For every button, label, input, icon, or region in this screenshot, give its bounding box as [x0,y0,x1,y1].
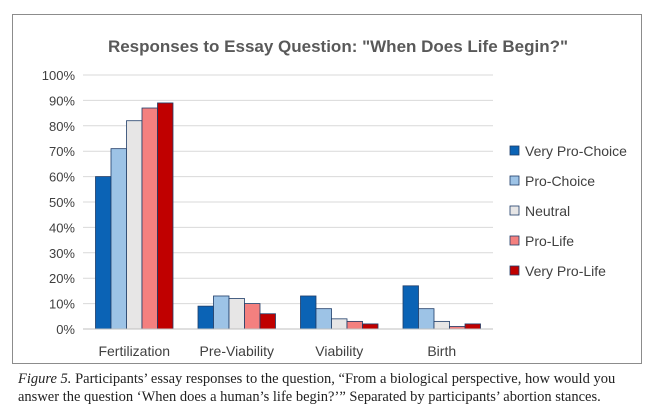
y-tick-label: 80% [49,119,75,134]
legend-label: Pro-Choice [525,173,595,189]
y-tick-label: 10% [49,297,75,312]
bar-neutral-viability [331,318,348,330]
bar-very-pro-life-fertilization [157,102,174,330]
bar-very-pro-life-birth [464,323,481,330]
bar-pro-choice-fertilization [110,148,127,330]
bar-pro-choice-birth [418,308,435,330]
x-category-label: Viability [315,343,363,359]
legend-swatch [509,265,520,276]
bars [95,102,481,330]
legend-swatch [509,235,520,246]
bar-very-pro-life-pre-viability [259,313,276,330]
bar-very-pro-choice-fertilization [95,176,112,330]
legend-label: Pro-Life [525,233,574,249]
figure-caption-text: Participants’ essay responses to the que… [18,371,616,405]
legend-label: Very Pro-Choice [525,143,627,159]
legend: Very Pro-Choice Pro-Choice Neutral Pro-Life… [509,143,627,279]
x-axis-category-labels: Fertilization Pre-Viability Viability Birth [98,343,456,359]
chart-title: Responses to Essay Question: "When Does … [108,37,568,56]
y-tick-label: 50% [49,195,75,210]
bar-very-pro-choice-pre-viability [197,305,214,330]
legend-swatch [509,145,520,156]
bar-pro-choice-pre-viability [213,295,230,330]
legend-swatch [509,205,520,216]
bar-very-pro-life-viability [362,323,379,330]
figure-caption-label: Figure 5. [18,371,72,387]
legend-label: Very Pro-Life [525,263,606,279]
legend-swatch [509,175,520,186]
legend-label: Neutral [525,203,570,219]
x-category-label: Birth [427,343,456,359]
bar-neutral-fertilization [126,120,143,330]
y-tick-label: 70% [49,144,75,159]
bar-pro-life-pre-viability [244,303,261,330]
y-tick-label: 30% [49,246,75,261]
y-tick-label: 100% [42,68,76,83]
x-category-label: Fertilization [98,343,170,359]
y-tick-label: 20% [49,271,75,286]
bar-very-pro-choice-viability [300,295,317,330]
x-category-label: Pre-Viability [200,343,274,359]
bar-neutral-birth [433,320,450,330]
bar-chart: Responses to Essay Question: "When Does … [42,37,627,359]
y-tick-label: 40% [49,220,75,235]
figure-caption: Figure 5. Participants’ essay responses … [18,370,648,406]
bar-pro-choice-viability [315,308,332,330]
bar-pro-life-fertilization [141,107,158,330]
y-axis-tick-labels: 0% 10% 20% 30% 40% 50% 60% 70% 80% 90% 100% [42,68,76,337]
bar-neutral-pre-viability [228,298,245,330]
bar-pro-life-viability [346,320,363,330]
y-tick-label: 60% [49,170,75,185]
bar-very-pro-choice-birth [402,285,419,330]
y-tick-label: 90% [49,93,75,108]
y-tick-label: 0% [56,322,75,337]
chart-frame: Responses to Essay Question: "When Does … [12,14,642,364]
